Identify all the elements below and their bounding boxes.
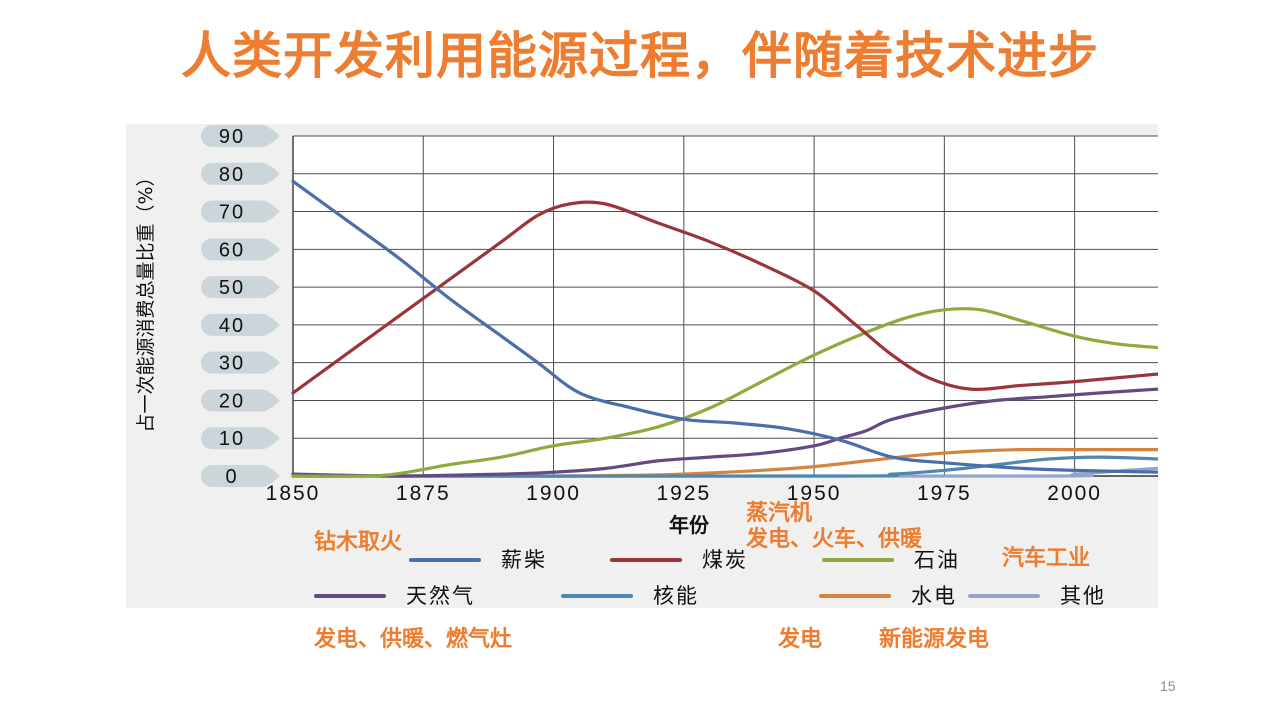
- chart-panel: 90 80 70 60 50 40 30 20 10 0 1850 1875 1900 1925 1950…: [126, 124, 1158, 608]
- note-steam-uses: 发电、火车、供暖: [746, 527, 923, 552]
- legend-label: 煤炭: [702, 548, 748, 572]
- y-tick-pill: [201, 351, 273, 374]
- y-tick-pill-arrow: [271, 392, 280, 409]
- y-tick-label: 80: [219, 164, 245, 186]
- plot-area: [293, 136, 1158, 476]
- note-steam-title: 蒸汽机: [746, 501, 813, 526]
- x-axis-label: 年份: [669, 513, 710, 537]
- y-tick-label: 20: [219, 390, 245, 412]
- note-new-energy: 新能源发电: [879, 627, 990, 652]
- series-line-2: [291, 307, 1158, 478]
- y-tick-label: 0: [225, 466, 238, 488]
- note-auto: 汽车工业: [1002, 546, 1091, 571]
- legend-label: 其他: [1060, 584, 1106, 608]
- x-tick-label: 1900: [526, 482, 581, 505]
- y-tick-pill: [201, 427, 273, 450]
- y-tick-label: 40: [219, 315, 245, 337]
- y-tick-pill: [201, 162, 273, 185]
- legend-label: 薪柴: [501, 548, 547, 572]
- y-tick-label: 90: [219, 126, 245, 148]
- x-tick-label: 2000: [1047, 482, 1102, 505]
- energy-share-chart: 90 80 70 60 50 40 30 20 10 0 1850 1875 1900 1925 1950…: [135, 125, 1158, 608]
- y-tick-label: 10: [219, 428, 245, 450]
- y-tick-pill-arrow: [271, 165, 280, 182]
- legend-label: 核能: [653, 584, 699, 608]
- y-tick-pill-arrow: [271, 468, 280, 484]
- grid-layer: [292, 135, 1158, 477]
- y-tick-pill-arrow: [271, 203, 280, 220]
- y-tick-label: 60: [219, 239, 245, 261]
- y-tick-pill: [201, 389, 273, 412]
- y-tick-pill: [201, 313, 273, 336]
- series-line-1: [291, 200, 1158, 395]
- y-tick-pill-arrow: [271, 316, 280, 333]
- x-tick-label: 1925: [656, 482, 711, 505]
- x-tick-label: 1875: [396, 482, 451, 505]
- y-tick-pill: [201, 125, 273, 147]
- series-line-3: [291, 387, 1158, 478]
- y-axis-label: 占一次能源消费总量比重（%）: [135, 167, 157, 432]
- y-tick-pill-arrow: [271, 354, 280, 371]
- y-tick-layer: 90 80 70 60 50 40 30 20 10 0: [201, 125, 280, 488]
- y-tick-pill-arrow: [271, 128, 280, 144]
- legend-label: 天然气: [406, 584, 475, 608]
- y-tick-label: 30: [219, 353, 245, 375]
- y-tick-label: 50: [219, 277, 245, 299]
- y-tick-pill: [201, 465, 273, 487]
- note-gas-uses: 发电、供暖、燃气灶: [314, 627, 513, 652]
- y-tick-pill: [201, 200, 273, 223]
- y-tick-label: 70: [219, 202, 245, 224]
- y-tick-pill-arrow: [271, 241, 280, 258]
- y-tick-pill: [201, 238, 273, 261]
- x-tick-label: 1850: [266, 482, 321, 505]
- legend-label: 石油: [914, 548, 960, 572]
- y-tick-pill-arrow: [271, 430, 280, 447]
- note-wood: 钻木取火: [314, 530, 403, 555]
- series-layer: [291, 179, 1158, 478]
- slide-title: 人类开发利用能源过程，伴随着技术进步: [181, 27, 1099, 85]
- note-nuclear-uses: 发电: [778, 627, 823, 652]
- series-line-0: [291, 179, 1158, 474]
- x-tick-layer: 1850 1875 1900 1925 1950 1975 2000: [266, 482, 1102, 505]
- x-tick-label: 1950: [787, 482, 842, 505]
- y-tick-pill: [201, 276, 273, 299]
- page-number: 15: [1160, 678, 1176, 694]
- y-tick-pill-arrow: [271, 279, 280, 296]
- series-line-4: [291, 455, 1158, 478]
- x-tick-label: 1975: [917, 482, 972, 505]
- legend-label: 水电: [911, 584, 957, 608]
